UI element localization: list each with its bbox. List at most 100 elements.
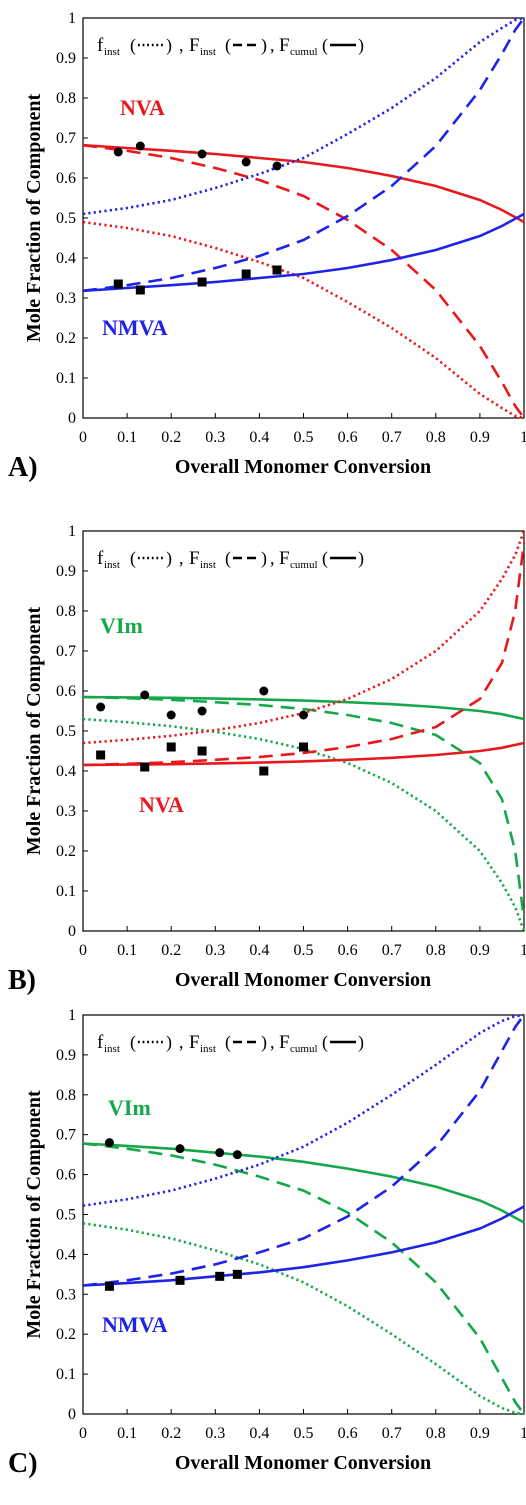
x-tick-label: 0.7 (382, 1425, 402, 1442)
y-tick-label: 0 (68, 410, 76, 427)
legend-F-inst-sub: inst (200, 559, 216, 571)
plot-frame (82, 530, 525, 932)
x-tick-label: 0.2 (161, 942, 181, 959)
data-point-square (104, 1281, 114, 1291)
legend-F-cumul-sub: cumul (290, 46, 318, 58)
series-group (83, 16, 526, 420)
y-tick-label: 0.2 (56, 330, 76, 347)
x-tick-label: 1 (520, 429, 526, 446)
legend-f: f (97, 35, 104, 56)
x-tick-label: 0.8 (426, 429, 446, 446)
series-line-solid (83, 143, 525, 224)
data-point-square (241, 269, 251, 279)
legend-F-inst-sub: inst (200, 1043, 216, 1055)
x-tick-label: 0 (79, 1425, 87, 1442)
x-tick-label: 0.4 (249, 1425, 269, 1442)
data-point-circle (232, 1150, 242, 1160)
x-axis-title: Overall Monomer Conversion (175, 456, 431, 478)
series-line-dotted (83, 220, 525, 420)
data-point-circle (166, 710, 176, 720)
series-group (83, 1013, 526, 1416)
x-tick-label: 0.5 (294, 1425, 314, 1442)
data-point-square (197, 277, 207, 287)
legend-comma: , (179, 548, 184, 568)
series-line-dotted (83, 530, 526, 745)
x-tick-label: 0.1 (117, 1425, 137, 1442)
legend-paren: ( (225, 548, 231, 569)
y-tick-label: 0.2 (56, 843, 76, 860)
y-tick-label: 0.4 (56, 1246, 76, 1263)
x-tick-label: 0.2 (161, 1425, 181, 1442)
y-tick-label: 0.9 (56, 563, 76, 580)
plot-frame (82, 17, 525, 419)
legend-paren: ) (261, 35, 267, 56)
y-tick-label: 0.8 (56, 1087, 76, 1104)
legend-paren: ) (358, 548, 364, 569)
y-tick-label: 0.7 (56, 1127, 76, 1144)
data-point-circle (299, 710, 308, 720)
x-axis-title: Overall Monomer Conversion (175, 1452, 431, 1474)
panel-label: C) (8, 1448, 38, 1479)
series-line-dashed (83, 695, 526, 920)
series-line-dotted (83, 717, 526, 932)
y-tick-label: 0.5 (56, 1207, 76, 1224)
series-line-solid (83, 1142, 525, 1224)
data-point-square (215, 1271, 225, 1281)
data-point-square (197, 746, 207, 756)
y-axis-title: Mole Fraction of Component (23, 607, 45, 856)
data-point-square (259, 766, 269, 776)
x-tick-label: 1 (520, 942, 526, 959)
y-tick-label: 0.3 (56, 290, 76, 307)
legend-F-cumul-sub: cumul (290, 559, 318, 571)
x-tick-label: 0.7 (382, 942, 402, 959)
data-point-circle (259, 686, 269, 696)
component-label: NMVA (102, 315, 168, 340)
y-tick-label: 0 (68, 923, 76, 940)
y-tick-label: 0.4 (56, 763, 76, 780)
data-point-circle (113, 147, 123, 157)
series-line-solid (83, 741, 525, 767)
data-point-square (96, 750, 106, 760)
x-tick-label: 0.2 (161, 429, 181, 446)
x-tick-label: 0.4 (249, 942, 269, 959)
y-tick-label: 0.7 (56, 643, 76, 660)
x-tick-label: 0.6 (338, 1425, 358, 1442)
legend-f-sub: inst (104, 559, 120, 571)
legend-f-sub: inst (104, 46, 120, 58)
x-tick-label: 0.5 (294, 429, 314, 446)
series-line-dashed (83, 1142, 526, 1415)
legend-paren: ( (322, 548, 328, 569)
legend-comma: , (270, 548, 275, 568)
x-tick-label: 0.9 (470, 1425, 490, 1442)
x-tick-label: 0.3 (205, 1425, 225, 1442)
legend-paren: ( (225, 1032, 231, 1053)
component-label: VIm (100, 613, 143, 638)
legend-paren: ) (166, 1032, 172, 1053)
y-tick-label: 0.8 (56, 603, 76, 620)
y-tick-label: 0.3 (56, 1286, 76, 1303)
chart-panel-0: 0 0.1 0.2 0.3 0.4 0.5 0.6 0.7 0.8 0.9 1 0 0.1 0.2 0.3 0… (8, 10, 526, 483)
plot-frame (82, 1014, 525, 1415)
series-line-dashed (83, 542, 526, 767)
legend-comma: , (270, 35, 275, 55)
series-line-dashed (83, 17, 526, 293)
x-tick-label: 0.7 (382, 429, 402, 446)
data-point-square (140, 762, 150, 772)
legend-F-inst-sub: inst (200, 46, 216, 58)
legend-f-sub: inst (104, 1043, 120, 1055)
chart-panel-1: 0 0.1 0.2 0.3 0.4 0.5 0.6 0.7 0.8 0.9 1 0 0.1 0.2 0.3 0… (8, 523, 526, 996)
data-point-square (135, 285, 145, 295)
series-line-dashed (83, 1014, 526, 1287)
panel-label: A) (8, 452, 38, 483)
x-tick-label: 0 (79, 429, 87, 446)
data-point-circle (272, 161, 282, 171)
legend-paren: ( (322, 1032, 328, 1053)
x-tick-label: 0.9 (470, 942, 490, 959)
y-axis-title: Mole Fraction of Component (23, 94, 45, 343)
legend-F-cumul-sub: cumul (290, 1043, 318, 1055)
series-line-solid (83, 1205, 525, 1287)
